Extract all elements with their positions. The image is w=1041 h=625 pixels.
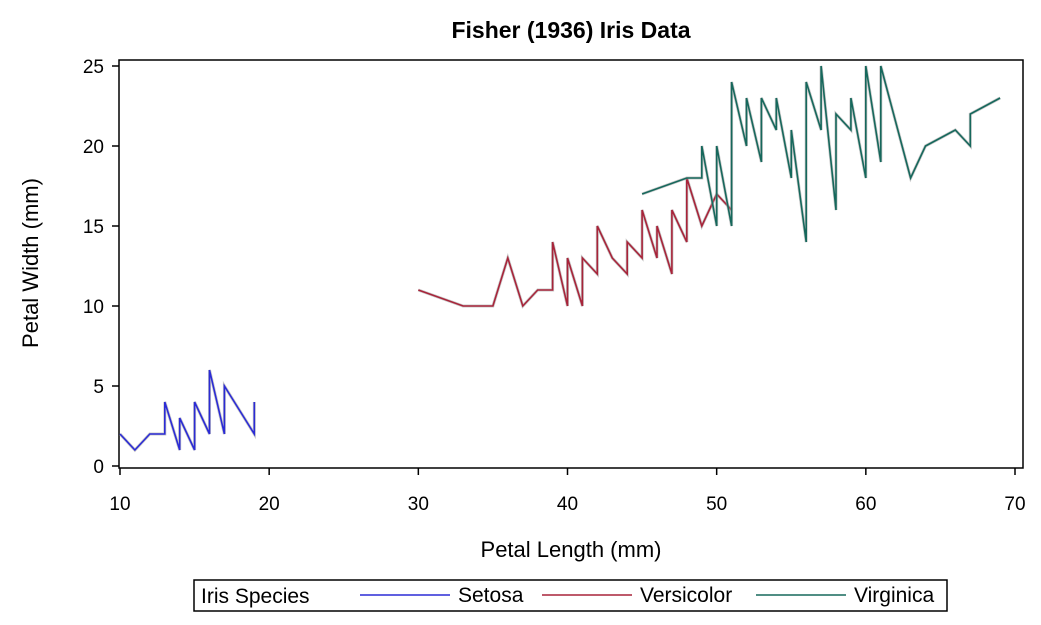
legend: Iris Species Setosa Versicolor Virginica <box>193 579 948 612</box>
x-tick-label: 30 <box>408 494 429 515</box>
plot-frame <box>118 59 1024 469</box>
legend-title: Iris Species <box>201 585 310 608</box>
series-line-setosa <box>119 369 256 452</box>
x-tick-label: 70 <box>1004 494 1025 515</box>
x-tick-label: 40 <box>557 494 578 515</box>
legend-frame <box>193 579 948 612</box>
chart-title: Fisher (1936) Iris Data <box>451 17 690 43</box>
legend-label-setosa: Setosa <box>458 584 524 607</box>
series-line-versicolor <box>418 177 733 308</box>
y-tick-label: 0 <box>93 457 104 478</box>
x-tick-label: 20 <box>259 494 280 515</box>
series-halo-setosa <box>118 369 256 453</box>
y-axis-label: Petal Width (mm) <box>18 178 43 348</box>
y-tick-label: 20 <box>83 137 104 158</box>
legend-items: Setosa Versicolor Virginica <box>360 584 934 607</box>
series-halo-versicolor <box>417 177 733 309</box>
series-line-virginica <box>641 65 1001 243</box>
x-axis: 10 20 30 40 50 60 70 <box>109 468 1026 515</box>
x-tick-label: 10 <box>109 494 130 515</box>
y-axis: 0 5 10 15 20 25 <box>83 57 119 478</box>
y-tick-label: 10 <box>83 297 104 318</box>
series-lines <box>118 65 1001 453</box>
y-tick-label: 15 <box>83 217 104 238</box>
y-tick-label: 25 <box>83 57 104 78</box>
x-tick-label: 60 <box>855 494 876 515</box>
legend-label-virginica: Virginica <box>854 584 934 607</box>
x-axis-label: Petal Length (mm) <box>481 537 662 562</box>
legend-label-versicolor: Versicolor <box>640 584 732 607</box>
x-tick-label: 50 <box>706 494 727 515</box>
y-tick-label: 5 <box>93 377 104 398</box>
